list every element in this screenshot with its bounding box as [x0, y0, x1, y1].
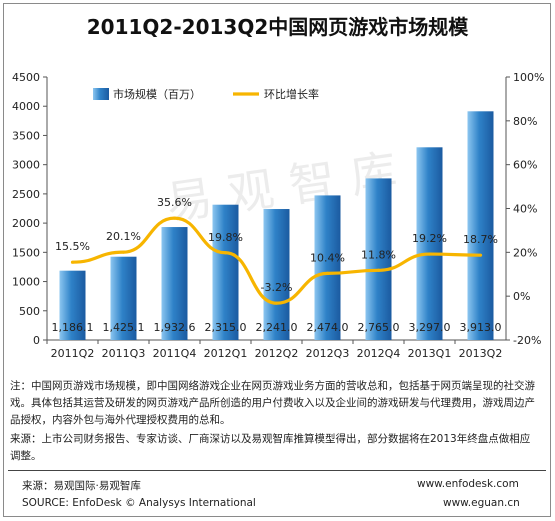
bar-value-label: 1,186.1: [52, 321, 94, 334]
growth-rate-line: [72, 216, 481, 305]
growth-rate-point: [478, 253, 483, 257]
left-tick-label: 500: [19, 305, 40, 318]
x-tick-label: 2012Q1: [204, 347, 248, 360]
bar: [110, 256, 137, 340]
growth-rate-label: 15.5%: [55, 240, 90, 253]
growth-rate-label: 19.8%: [208, 231, 243, 244]
bar-value-label: 2,765.0: [358, 321, 400, 334]
right-tick-label: -20%: [513, 334, 541, 347]
bar: [263, 209, 290, 340]
legend-bar-label: 市场规模（百万）: [113, 87, 201, 101]
right-tick-label: 100%: [513, 71, 544, 84]
right-tick-label: 80%: [513, 115, 537, 128]
left-tick-label: 3500: [12, 129, 40, 142]
bar: [314, 195, 341, 340]
x-tick-label: 2011Q4: [153, 347, 197, 360]
growth-rate-point: [223, 251, 228, 255]
left-tick-label: 2500: [12, 188, 40, 201]
bar: [365, 178, 392, 340]
chart-title: 2011Q2-2013Q2中国网页游戏市场规模: [86, 15, 469, 39]
bar: [467, 111, 494, 341]
x-tick-label: 2013Q1: [408, 347, 452, 360]
growth-rate-point: [172, 216, 177, 220]
growth-rate-point: [121, 250, 126, 254]
bar-value-label: 3,297.0: [409, 321, 451, 334]
x-tick-label: 2012Q4: [357, 347, 401, 360]
x-tick-label: 2013Q2: [459, 347, 503, 360]
left-tick-label: 4000: [12, 100, 40, 113]
growth-rate-point: [325, 271, 330, 275]
bar-value-label: 3,913.0: [460, 321, 502, 334]
footer-source-en: SOURCE: EnfoDesk © Analysys Internationa…: [22, 497, 256, 509]
bar: [212, 204, 239, 340]
footer-source-cn: 来源：易观国际·易观智库: [22, 480, 141, 492]
bar-value-label: 1,932.6: [154, 321, 196, 334]
left-tick-label: 1500: [12, 246, 40, 259]
chart-note: 注：中国网页游戏市场规模，即中国网络游戏企业在网页游戏业务方面的营收总和，包括基…: [10, 380, 535, 426]
x-tick-label: 2011Q2: [51, 347, 95, 360]
growth-rate-point: [376, 268, 381, 272]
bar: [59, 270, 86, 340]
growth-rate-point: [274, 301, 279, 305]
bar: [416, 147, 443, 340]
bar-value-label: 2,241.0: [256, 321, 298, 334]
x-tick-label: 2011Q3: [102, 347, 146, 360]
right-tick-label: 60%: [513, 159, 537, 172]
growth-rate-label: 20.1%: [106, 230, 141, 243]
left-tick-label: 3000: [12, 159, 40, 172]
bar-value-label: 1,425.1: [103, 321, 145, 334]
right-tick-label: 0%: [513, 290, 530, 303]
bar-value-label: 2,315.0: [205, 321, 247, 334]
chart-canvas: 0 500 1000 1500 2000 2500 3000 3500 4000 4500 -20%…: [12, 71, 544, 360]
legend-line-label: 环比增长率: [264, 87, 319, 101]
right-tick-label: 40%: [513, 203, 537, 216]
footer-url-enfodesk[interactable]: www.enfodesk.com: [417, 478, 519, 490]
growth-rate-label: 35.6%: [157, 196, 192, 209]
growth-rate-point: [427, 252, 432, 256]
growth-rate-label: -3.2%: [261, 281, 293, 294]
left-tick-label: 2000: [12, 217, 40, 230]
x-tick-label: 2012Q3: [306, 347, 350, 360]
bar-value-label: 2,474.0: [307, 321, 349, 334]
left-tick-label: 1000: [12, 276, 40, 289]
growth-rate-label: 10.4%: [310, 251, 345, 264]
growth-rate-point: [70, 260, 75, 264]
bar: [161, 227, 188, 340]
growth-rate-label: 19.2%: [412, 232, 447, 245]
x-tick-label: 2012Q2: [255, 347, 299, 360]
growth-rate-label: 18.7%: [463, 233, 498, 246]
right-tick-label: 20%: [513, 246, 537, 259]
left-tick-label: 4500: [12, 71, 40, 84]
legend-bar-swatch: [93, 88, 109, 100]
footer-divider: [8, 470, 546, 471]
footer-url-eguan[interactable]: www.eguan.cn: [443, 497, 520, 509]
left-tick-label: 0: [33, 334, 40, 347]
growth-rate-label: 11.8%: [361, 248, 396, 261]
chart-source-note: 来源：上市公司财务报告、专家访谈、厂商深访以及易观智库推算模型得出，部分数据将在…: [10, 433, 531, 462]
